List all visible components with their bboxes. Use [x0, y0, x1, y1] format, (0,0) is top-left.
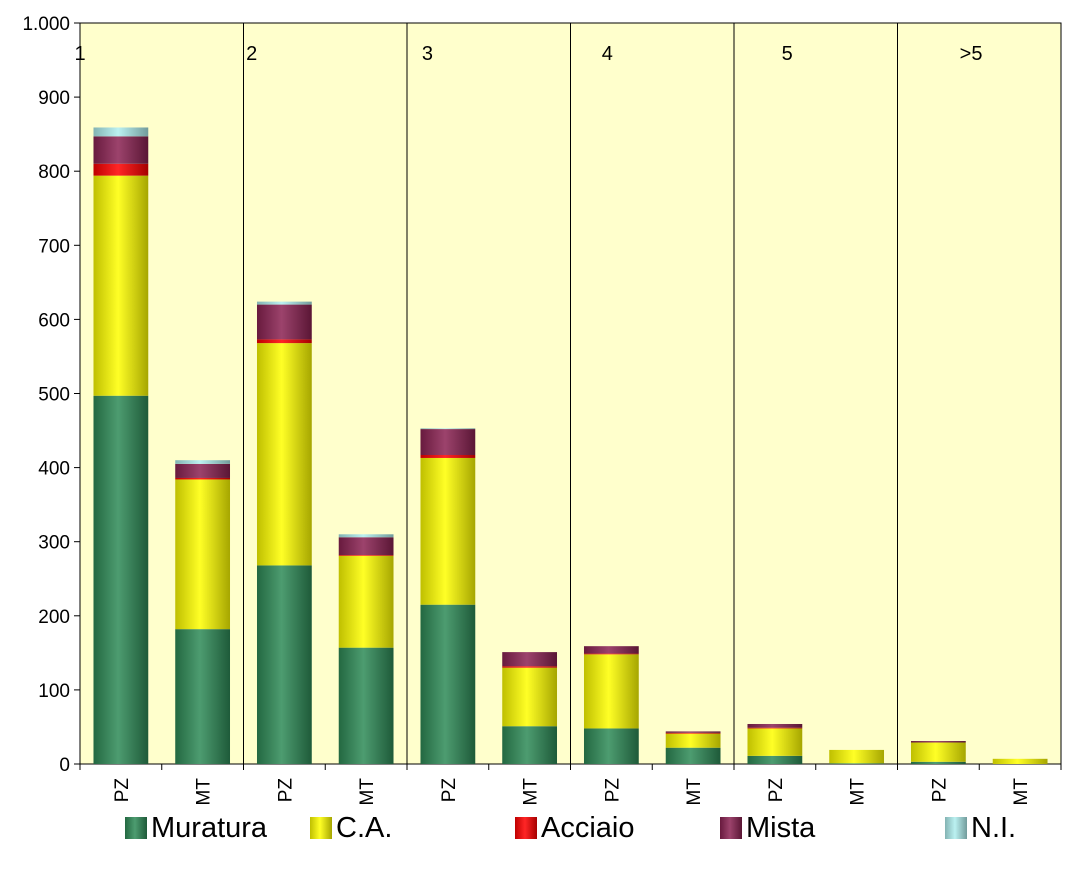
bar-segment-acciaio [93, 163, 149, 176]
bar-segment-acciaio [175, 477, 231, 480]
legend-label: Muratura [151, 812, 268, 844]
bar-segment-muratura [256, 565, 312, 764]
bar-segment-c-a [502, 667, 558, 727]
bar-segment-acciaio [665, 732, 721, 734]
x-tick-label: MT [357, 778, 378, 805]
legend-item-n-i: N.I. [945, 808, 1016, 848]
bar-segment-n-i [175, 460, 231, 464]
group-label: 2 [246, 43, 257, 65]
bar-segment-mista [747, 723, 803, 728]
bar-segment-muratura [93, 395, 149, 764]
bar-segment-muratura [583, 728, 639, 764]
legend-label: C.A. [336, 812, 393, 844]
legend-item-c-a: C.A. [310, 808, 392, 848]
bar-segment-mista [175, 463, 231, 478]
bar-segment-n-i [256, 301, 312, 305]
bar-segment-muratura [910, 761, 966, 764]
bar-segment-c-a [175, 479, 231, 630]
bar-segment-muratura [338, 647, 394, 764]
bar-segment-muratura [502, 726, 558, 764]
bar-segment-c-a [420, 457, 476, 605]
group-label: 4 [602, 43, 613, 65]
group-dividers [243, 23, 898, 764]
x-axis-labels: PZ MT PZ MT PZ MT PZ MT PZ MT PZ MT [79, 764, 1062, 805]
bar-segment-mista [910, 741, 966, 743]
y-axis: 0 100 200 300 400 500 600 700 800 900 1.000 [22, 14, 80, 776]
legend-item-mista: Mista [720, 808, 815, 848]
y-tick-label: 1.000 [22, 14, 70, 35]
group-label: >5 [960, 43, 983, 65]
y-tick-label: 800 [38, 162, 70, 183]
legend-swatch [515, 817, 537, 839]
y-tick-label: 0 [59, 755, 70, 776]
bar-segment-acciaio [502, 666, 558, 668]
group-labels: 1 2 3 4 5 >5 [74, 43, 982, 65]
legend-item-acciaio: Acciaio [515, 808, 635, 848]
x-tick-label: PZ [275, 778, 296, 803]
bar-segment-mista [502, 652, 558, 667]
legend-label: Acciaio [541, 812, 635, 844]
bar-segment-mista [420, 429, 476, 456]
bar-segment-c-a [256, 343, 312, 566]
x-tick-label: PZ [929, 778, 950, 803]
legend-label: Mista [746, 812, 816, 844]
y-tick-label: 200 [38, 607, 70, 628]
group-label: 3 [422, 43, 433, 65]
bar-segment-mista [583, 646, 639, 654]
y-tick-label: 600 [38, 310, 70, 331]
y-tick-label: 100 [38, 681, 70, 702]
legend-swatch [125, 817, 147, 839]
bar-segment-acciaio [338, 555, 394, 556]
bar-segment-c-a [829, 749, 885, 764]
bar-segment-c-a [665, 733, 721, 748]
bar-segment-mista [665, 731, 721, 733]
bar-segment-muratura [175, 629, 231, 764]
x-tick-label: MT [521, 778, 542, 805]
bar-segment-muratura [665, 747, 721, 764]
bar-segment-c-a [747, 728, 803, 756]
y-tick-label: 500 [38, 385, 70, 406]
bar-segment-c-a [910, 742, 966, 762]
x-tick-label: MT [1011, 778, 1032, 805]
bar-segment-c-a [992, 758, 1048, 764]
x-tick-label: MT [194, 778, 215, 805]
y-tick-label: 400 [38, 459, 70, 480]
x-tick-label: MT [848, 778, 869, 805]
y-tick-label: 300 [38, 533, 70, 554]
x-tick-label: PZ [112, 778, 133, 803]
legend-swatch [720, 817, 742, 839]
bars [93, 127, 1048, 764]
x-tick-label: PZ [766, 778, 787, 803]
bar-segment-acciaio [256, 339, 312, 344]
y-tick-label: 700 [38, 236, 70, 257]
legend-item-muratura: Muratura [125, 808, 267, 848]
x-tick-label: MT [684, 778, 705, 805]
x-tick-label: PZ [439, 778, 460, 803]
bar-segment-muratura [747, 755, 803, 764]
bar-segment-acciaio [583, 653, 639, 655]
legend: Muratura C.A. Acciaio Mista N.I. [0, 808, 1091, 858]
bar-segment-c-a [338, 555, 394, 648]
bar-segment-mista [93, 136, 149, 164]
bar-segment-n-i [420, 428, 476, 430]
bar-segment-acciaio [420, 455, 476, 458]
bar-segment-n-i [93, 127, 149, 137]
x-tick-label: PZ [602, 778, 623, 803]
bar-segment-muratura [829, 763, 885, 764]
bar-segment-mista [256, 304, 312, 340]
legend-label: N.I. [971, 812, 1017, 844]
bar-segment-c-a [93, 175, 149, 396]
bar-segment-muratura [420, 604, 476, 764]
legend-swatch [310, 817, 332, 839]
bar-segment-n-i [338, 534, 394, 538]
y-tick-label: 900 [38, 88, 70, 109]
bar-segment-acciaio [747, 727, 803, 729]
legend-swatch [945, 817, 967, 839]
bar-segment-c-a [583, 654, 639, 729]
group-label: 5 [782, 43, 793, 65]
bar-segment-mista [338, 537, 394, 556]
group-label: 1 [74, 43, 85, 65]
